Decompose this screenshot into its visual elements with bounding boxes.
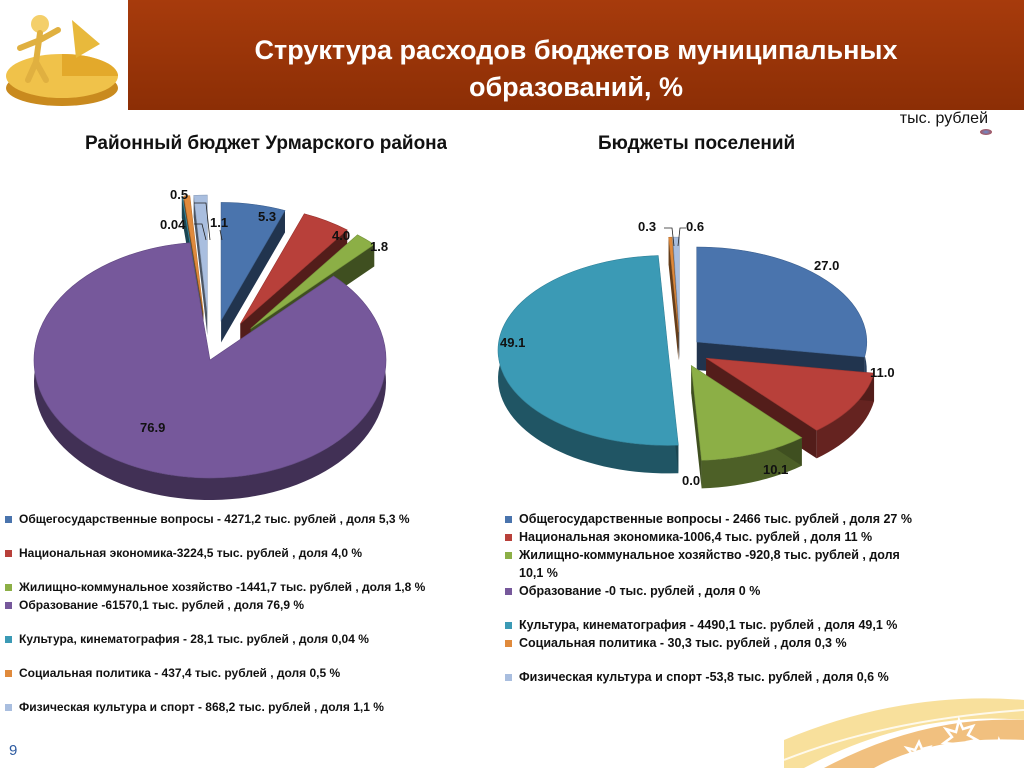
legend-item: Образование -61570,1 тыс. рублей , доля … (5, 596, 475, 614)
legend-label: Социальная политика - 437,4 тыс. рублей … (19, 666, 341, 680)
pie-slice (220, 202, 286, 322)
legend-district: Общегосударственные вопросы - 4271,2 тыс… (5, 510, 475, 716)
legend-item: Социальная политика - 30,3 тыс. рублей ,… (505, 634, 915, 652)
legend-swatch (5, 550, 12, 557)
data-label: 49.1 (500, 335, 525, 350)
leader-line (194, 202, 211, 241)
legend-swatch (505, 552, 512, 559)
pie-slice (250, 234, 375, 329)
leader-line (219, 229, 223, 241)
legend-item: Национальная экономика-1006,4 тыс. рубле… (505, 528, 915, 546)
legend-item: Национальная экономика-3224,5 тыс. рубле… (5, 544, 475, 562)
legend-item: Социальная политика - 437,4 тыс. рублей … (5, 664, 475, 682)
data-label: 5.3 (258, 209, 276, 224)
legend-item: Жилищно-коммунальное хозяйство -1441,7 т… (5, 578, 475, 596)
slice-edge (221, 210, 285, 343)
slice-edge (193, 195, 208, 336)
legend-label: Физическая культура и спорт -53,8 тыс. р… (519, 670, 889, 684)
pie-1: 27.0 11.0 10.1 0.0 49.1 0.3 0.6 (497, 219, 895, 489)
chart-title-settlements: Бюджеты поселений (598, 133, 796, 153)
legend-swatch (505, 534, 512, 541)
header: Структура расходов бюджетов муниципальны… (0, 0, 1024, 110)
data-label: 0.6 (686, 219, 704, 234)
data-label: 4.0 (332, 228, 350, 243)
legend-item: Физическая культура и спорт - 868,2 тыс.… (5, 698, 475, 716)
legend-swatch (5, 670, 12, 677)
legend-label: Национальная экономика-1006,4 тыс. рубле… (519, 530, 873, 544)
leader-line (194, 223, 207, 241)
pie-slice (240, 213, 348, 324)
pie-0: 5.3 4.0 1.8 76.9 0.04 0.5 1.1 (33, 187, 388, 500)
star-decoration-icon (784, 698, 1024, 768)
unit-marker-icon (980, 129, 992, 135)
leader-line (664, 227, 675, 247)
slice-edge (691, 365, 702, 489)
legend-swatch (5, 602, 12, 609)
legend-label: Культура, кинематография - 4490,1 тыс. р… (519, 618, 898, 632)
pie-slice (497, 255, 679, 446)
legend-settlements: Общегосударственные вопросы - 2466 тыс. … (505, 510, 915, 686)
unit-label: тыс. рублей (899, 110, 988, 127)
legend-swatch (505, 588, 512, 595)
pie-slice (33, 242, 387, 479)
legend-label: Общегосударственные вопросы - 2466 тыс. … (519, 512, 912, 526)
legend-item: Жилищно-коммунальное хозяйство -920,8 ты… (505, 546, 915, 582)
pie-slice (706, 357, 875, 431)
legend-item: Культура, кинематография - 4490,1 тыс. р… (505, 616, 915, 634)
pie-slice (696, 246, 867, 358)
data-label: 27.0 (814, 258, 839, 273)
legend-swatch (5, 584, 12, 591)
slice-side (816, 373, 875, 459)
title-bar (128, 0, 1024, 110)
legend-swatch (505, 674, 512, 681)
legend-swatch (505, 516, 512, 523)
data-label: 0.3 (638, 219, 656, 234)
data-label: 0.5 (170, 187, 188, 202)
pie-slice (193, 194, 208, 314)
legend-item: Культура, кинематография - 28,1 тыс. руб… (5, 630, 475, 648)
legend-label: Образование -0 тыс. рублей , доля 0 % (519, 584, 761, 598)
data-label: 1.1 (210, 215, 228, 230)
legend-item: Общегосударственные вопросы - 2466 тыс. … (505, 510, 915, 528)
chart-title-district: Районный бюджет Урмарского района (85, 133, 448, 153)
legend-item: Общегосударственные вопросы - 4271,2 тыс… (5, 510, 475, 528)
legend-item: Образование -0 тыс. рублей , доля 0 % (505, 582, 915, 600)
legend-label: Общегосударственные вопросы - 4271,2 тыс… (19, 512, 410, 526)
legend-swatch (5, 704, 12, 711)
legend-label: Социальная политика - 30,3 тыс. рублей ,… (519, 636, 847, 650)
legend-swatch (5, 516, 12, 523)
page-title: Структура расходов бюджетов муниципальны… (254, 35, 898, 102)
data-label: 76.9 (140, 420, 165, 435)
legend-label: Жилищно-коммунальное хозяйство -920,8 ты… (519, 548, 900, 580)
data-label: 1.8 (370, 239, 388, 254)
legend-label: Образование -61570,1 тыс. рублей , доля … (19, 598, 305, 612)
pie-slice (690, 364, 803, 461)
data-label: 10.1 (763, 462, 788, 477)
leader-line (677, 227, 686, 247)
legend-label: Национальная экономика-3224,5 тыс. рубле… (19, 546, 363, 560)
legend-label: Физическая культура и спорт - 868,2 тыс.… (19, 700, 384, 714)
legend-swatch (505, 640, 512, 647)
data-label: 0.04 (160, 217, 186, 232)
legend-label: Культура, кинематография - 28,1 тыс. руб… (19, 632, 369, 646)
slice-edge (668, 237, 679, 361)
slice-side (701, 437, 802, 489)
pie-slice (668, 236, 679, 333)
data-label: 11.0 (870, 365, 895, 380)
legend-item: Физическая культура и спорт -53,8 тыс. р… (505, 668, 915, 686)
pie-figure-logo-icon (6, 15, 118, 106)
legend-swatch (5, 636, 12, 643)
pie-slice (183, 195, 204, 314)
legend-swatch (505, 622, 512, 629)
page-number: 9 (9, 742, 18, 759)
data-label: 0.0 (682, 473, 700, 488)
legend-label: Жилищно-коммунальное хозяйство -1441,7 т… (19, 580, 426, 594)
